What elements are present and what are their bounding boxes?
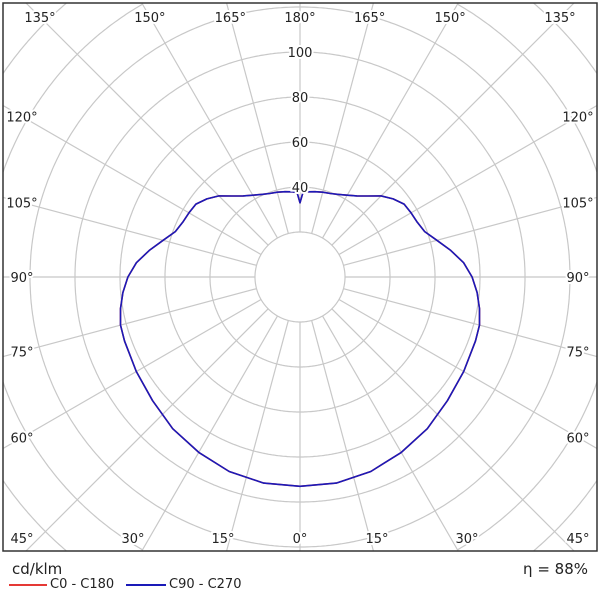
grid-spoke <box>141 315 279 552</box>
curves <box>119 190 481 488</box>
angle-label: 165° <box>354 11 385 26</box>
grid-ring <box>254 231 346 323</box>
legend-label: C90 - C270 <box>169 577 242 592</box>
grid-spoke <box>338 298 598 449</box>
angle-label: 45° <box>10 532 33 547</box>
angle-label: 135° <box>544 11 575 26</box>
radial-tick-label: 60 <box>292 136 309 151</box>
grid-spoke <box>25 2 269 246</box>
angle-label: 90° <box>10 271 33 286</box>
grid-spoke <box>226 320 289 552</box>
radial-tick-label: 100 <box>288 46 313 61</box>
efficiency-label: η = 88% <box>523 560 588 578</box>
angle-label: 15° <box>211 532 234 547</box>
polar-chart: 40 60 80 100 0° 15° 15° 30° 30° 45° 45° 60° 60° 75° 75… <box>2 2 598 552</box>
radial-tick-label: 80 <box>292 91 309 106</box>
angle-label: 150° <box>134 11 165 26</box>
series-curve-c90-c270 <box>119 190 481 488</box>
angle-label: 0° <box>293 532 308 547</box>
angle-label: 120° <box>6 110 37 125</box>
angle-label: 180° <box>284 11 315 26</box>
unit-label: cd/klm <box>12 560 63 578</box>
angle-label: 15° <box>365 532 388 547</box>
chart-frame <box>2 2 598 552</box>
angle-label: 105° <box>562 197 593 212</box>
legend-swatch-blue <box>126 584 166 586</box>
grid-spoke <box>321 315 459 552</box>
grid-spoke <box>2 105 262 256</box>
angle-label: 75° <box>566 345 589 360</box>
grid-spoke <box>311 320 374 552</box>
angle-label: 60° <box>566 432 589 447</box>
axis-labels: 40 60 80 100 0° 15° 15° 30° 30° 45° 45° 60° 60° 75° 75… <box>4 9 595 549</box>
grid-spoke <box>25 308 269 552</box>
angle-label: 30° <box>455 532 478 547</box>
grid-spoke <box>2 298 262 449</box>
grid-spoke <box>2 288 257 358</box>
angle-label: 30° <box>121 532 144 547</box>
grid-spoke <box>343 288 598 358</box>
grid-spoke <box>311 2 374 234</box>
angle-label: 135° <box>24 11 55 26</box>
grid-spoke <box>321 2 459 239</box>
angle-label: 60° <box>10 432 33 447</box>
grid-spoke <box>343 196 598 266</box>
grid-ring <box>2 2 598 552</box>
angle-label: 90° <box>566 271 589 286</box>
grid-spoke <box>2 196 257 266</box>
grid-ring <box>2 3 598 551</box>
angle-label: 45° <box>566 532 589 547</box>
angle-label: 120° <box>562 110 593 125</box>
angle-label: 75° <box>10 345 33 360</box>
grid-spoke <box>338 105 598 256</box>
grid-spoke <box>331 308 575 552</box>
legend-label: C0 - C180 <box>50 577 115 592</box>
angle-label: 105° <box>6 197 37 212</box>
grid-spoke <box>226 2 289 234</box>
grid-spoke <box>331 2 575 246</box>
grid-spoke <box>141 2 279 239</box>
radial-tick-label: 40 <box>292 181 309 196</box>
angle-label: 150° <box>434 11 465 26</box>
angle-label: 165° <box>215 11 246 26</box>
polar-grid <box>2 2 598 552</box>
legend-swatch-red <box>9 584 47 586</box>
